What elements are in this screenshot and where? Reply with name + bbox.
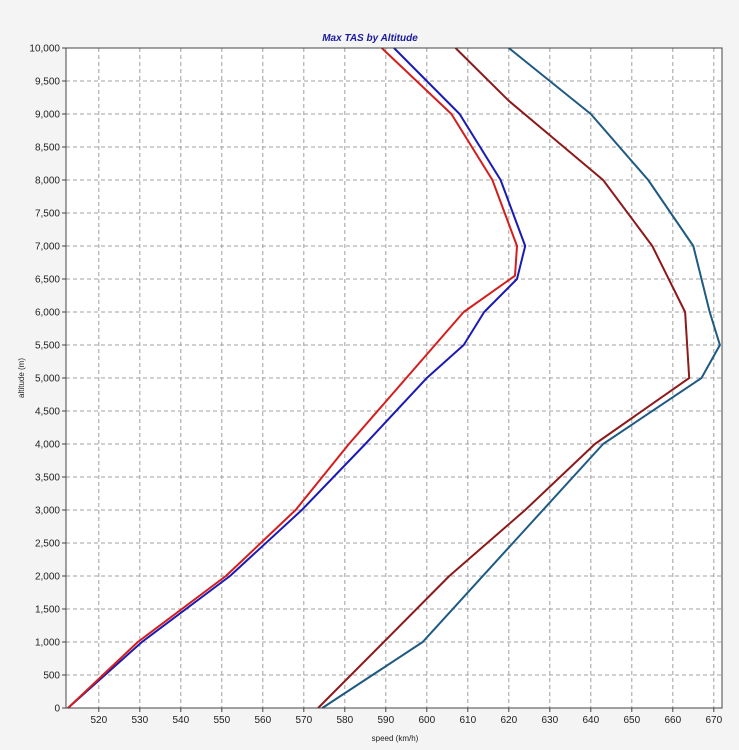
x-tick-label: 670 bbox=[705, 715, 722, 726]
y-tick-label: 5,500 bbox=[35, 341, 60, 352]
series-layer bbox=[67, 47, 721, 709]
x-tick-label: 550 bbox=[213, 715, 230, 726]
x-tick-label: 530 bbox=[131, 715, 148, 726]
y-tick-label: 9,500 bbox=[35, 77, 60, 88]
y-tick-label: 7,000 bbox=[35, 242, 60, 253]
chart-title: Max TAS by Altitude bbox=[322, 33, 418, 44]
y-axis-label: altitude (m) bbox=[17, 358, 26, 398]
y-tick-label: 2,000 bbox=[35, 572, 60, 583]
series-line-series-4 bbox=[317, 47, 691, 709]
y-tick-label: 1,000 bbox=[35, 638, 60, 649]
y-tick-label: 2,500 bbox=[35, 539, 60, 550]
y-tick-label: 1,500 bbox=[35, 605, 60, 616]
x-tick-label: 650 bbox=[623, 715, 640, 726]
x-tick-label: 610 bbox=[459, 715, 476, 726]
series-line-series-2 bbox=[67, 47, 518, 709]
x-tick-label: 600 bbox=[418, 715, 435, 726]
y-tick-label: 4,000 bbox=[35, 440, 60, 451]
y-tick-label: 500 bbox=[43, 671, 60, 682]
y-tick-label: 4,500 bbox=[35, 407, 60, 418]
y-tick-label: 8,000 bbox=[35, 176, 60, 187]
x-tick-label: 640 bbox=[582, 715, 599, 726]
y-tick-label: 3,500 bbox=[35, 473, 60, 484]
y-tick-label: 7,500 bbox=[35, 209, 60, 220]
y-axis-ticks: 0 500 1,000 1,500 2,000 2,500 3,000 3,500 4,000 4… bbox=[29, 44, 66, 715]
x-tick-label: 660 bbox=[664, 715, 681, 726]
x-axis-label: speed (km/h) bbox=[372, 734, 419, 743]
x-axis-ticks: 520 530 540 550 560 570 580 590 600 610 620 630 640 6… bbox=[90, 708, 723, 726]
x-tick-label: 540 bbox=[172, 715, 189, 726]
y-tick-label: 5,000 bbox=[35, 374, 60, 385]
x-tick-label: 560 bbox=[254, 715, 271, 726]
y-tick-label: 3,000 bbox=[35, 506, 60, 517]
grid bbox=[66, 48, 722, 708]
series-line-series-3 bbox=[321, 47, 721, 709]
y-tick-label: 6,500 bbox=[35, 275, 60, 286]
x-tick-label: 570 bbox=[295, 715, 312, 726]
y-tick-label: 6,000 bbox=[35, 308, 60, 319]
x-tick-label: 590 bbox=[377, 715, 394, 726]
x-tick-label: 620 bbox=[500, 715, 517, 726]
series-line-series-1 bbox=[67, 47, 527, 709]
y-tick-label: 9,000 bbox=[35, 110, 60, 121]
x-tick-label: 520 bbox=[90, 715, 107, 726]
y-tick-label: 0 bbox=[54, 704, 60, 715]
y-tick-label: 10,000 bbox=[29, 44, 60, 55]
y-tick-label: 8,500 bbox=[35, 143, 60, 154]
x-tick-label: 630 bbox=[541, 715, 558, 726]
x-tick-label: 580 bbox=[336, 715, 353, 726]
